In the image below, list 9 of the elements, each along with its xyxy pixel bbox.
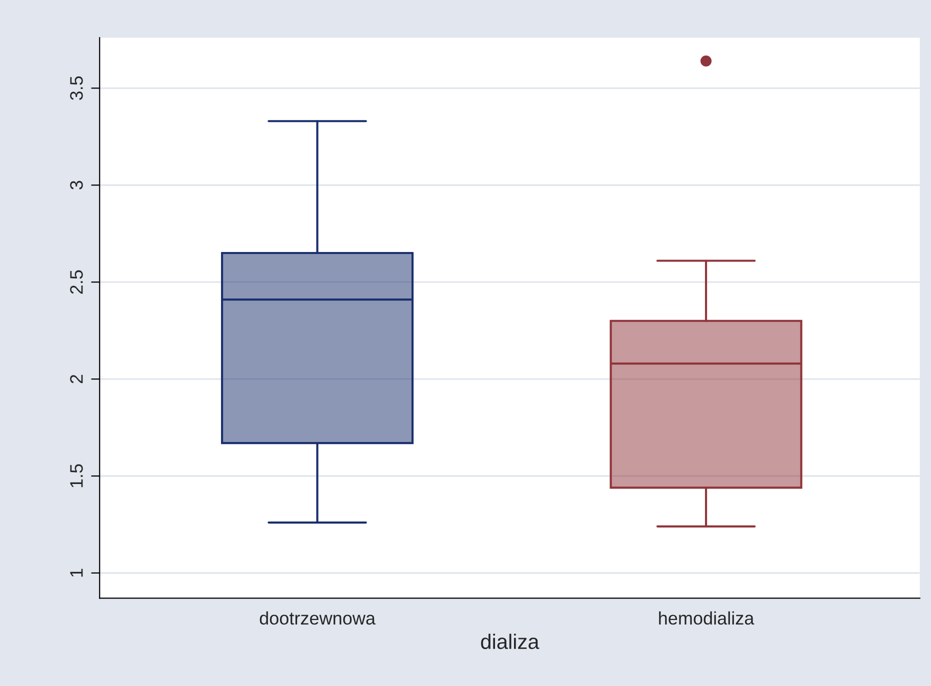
y-tick-label: 2 <box>70 374 83 384</box>
y-tick-label: 3.5 <box>70 76 83 100</box>
x-tick-label: hemodializa <box>659 611 754 625</box>
x-axis-title: dializa <box>481 634 540 650</box>
y-tick-label: 1 <box>70 568 83 577</box>
y-tick-label: 3 <box>70 180 83 190</box>
x-tick-label: dootrzewnowa <box>260 611 376 625</box>
y-tick-label: 2.5 <box>70 270 83 294</box>
y-tick-label: 1.5 <box>70 464 83 488</box>
